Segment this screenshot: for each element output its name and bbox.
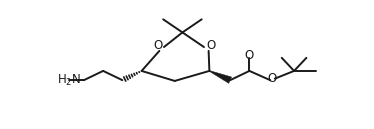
Text: O: O [206,39,215,52]
Text: H$_2$N: H$_2$N [57,73,81,88]
Text: O: O [153,39,162,52]
Text: O: O [267,72,276,85]
Polygon shape [209,71,232,83]
Text: O: O [245,49,254,62]
